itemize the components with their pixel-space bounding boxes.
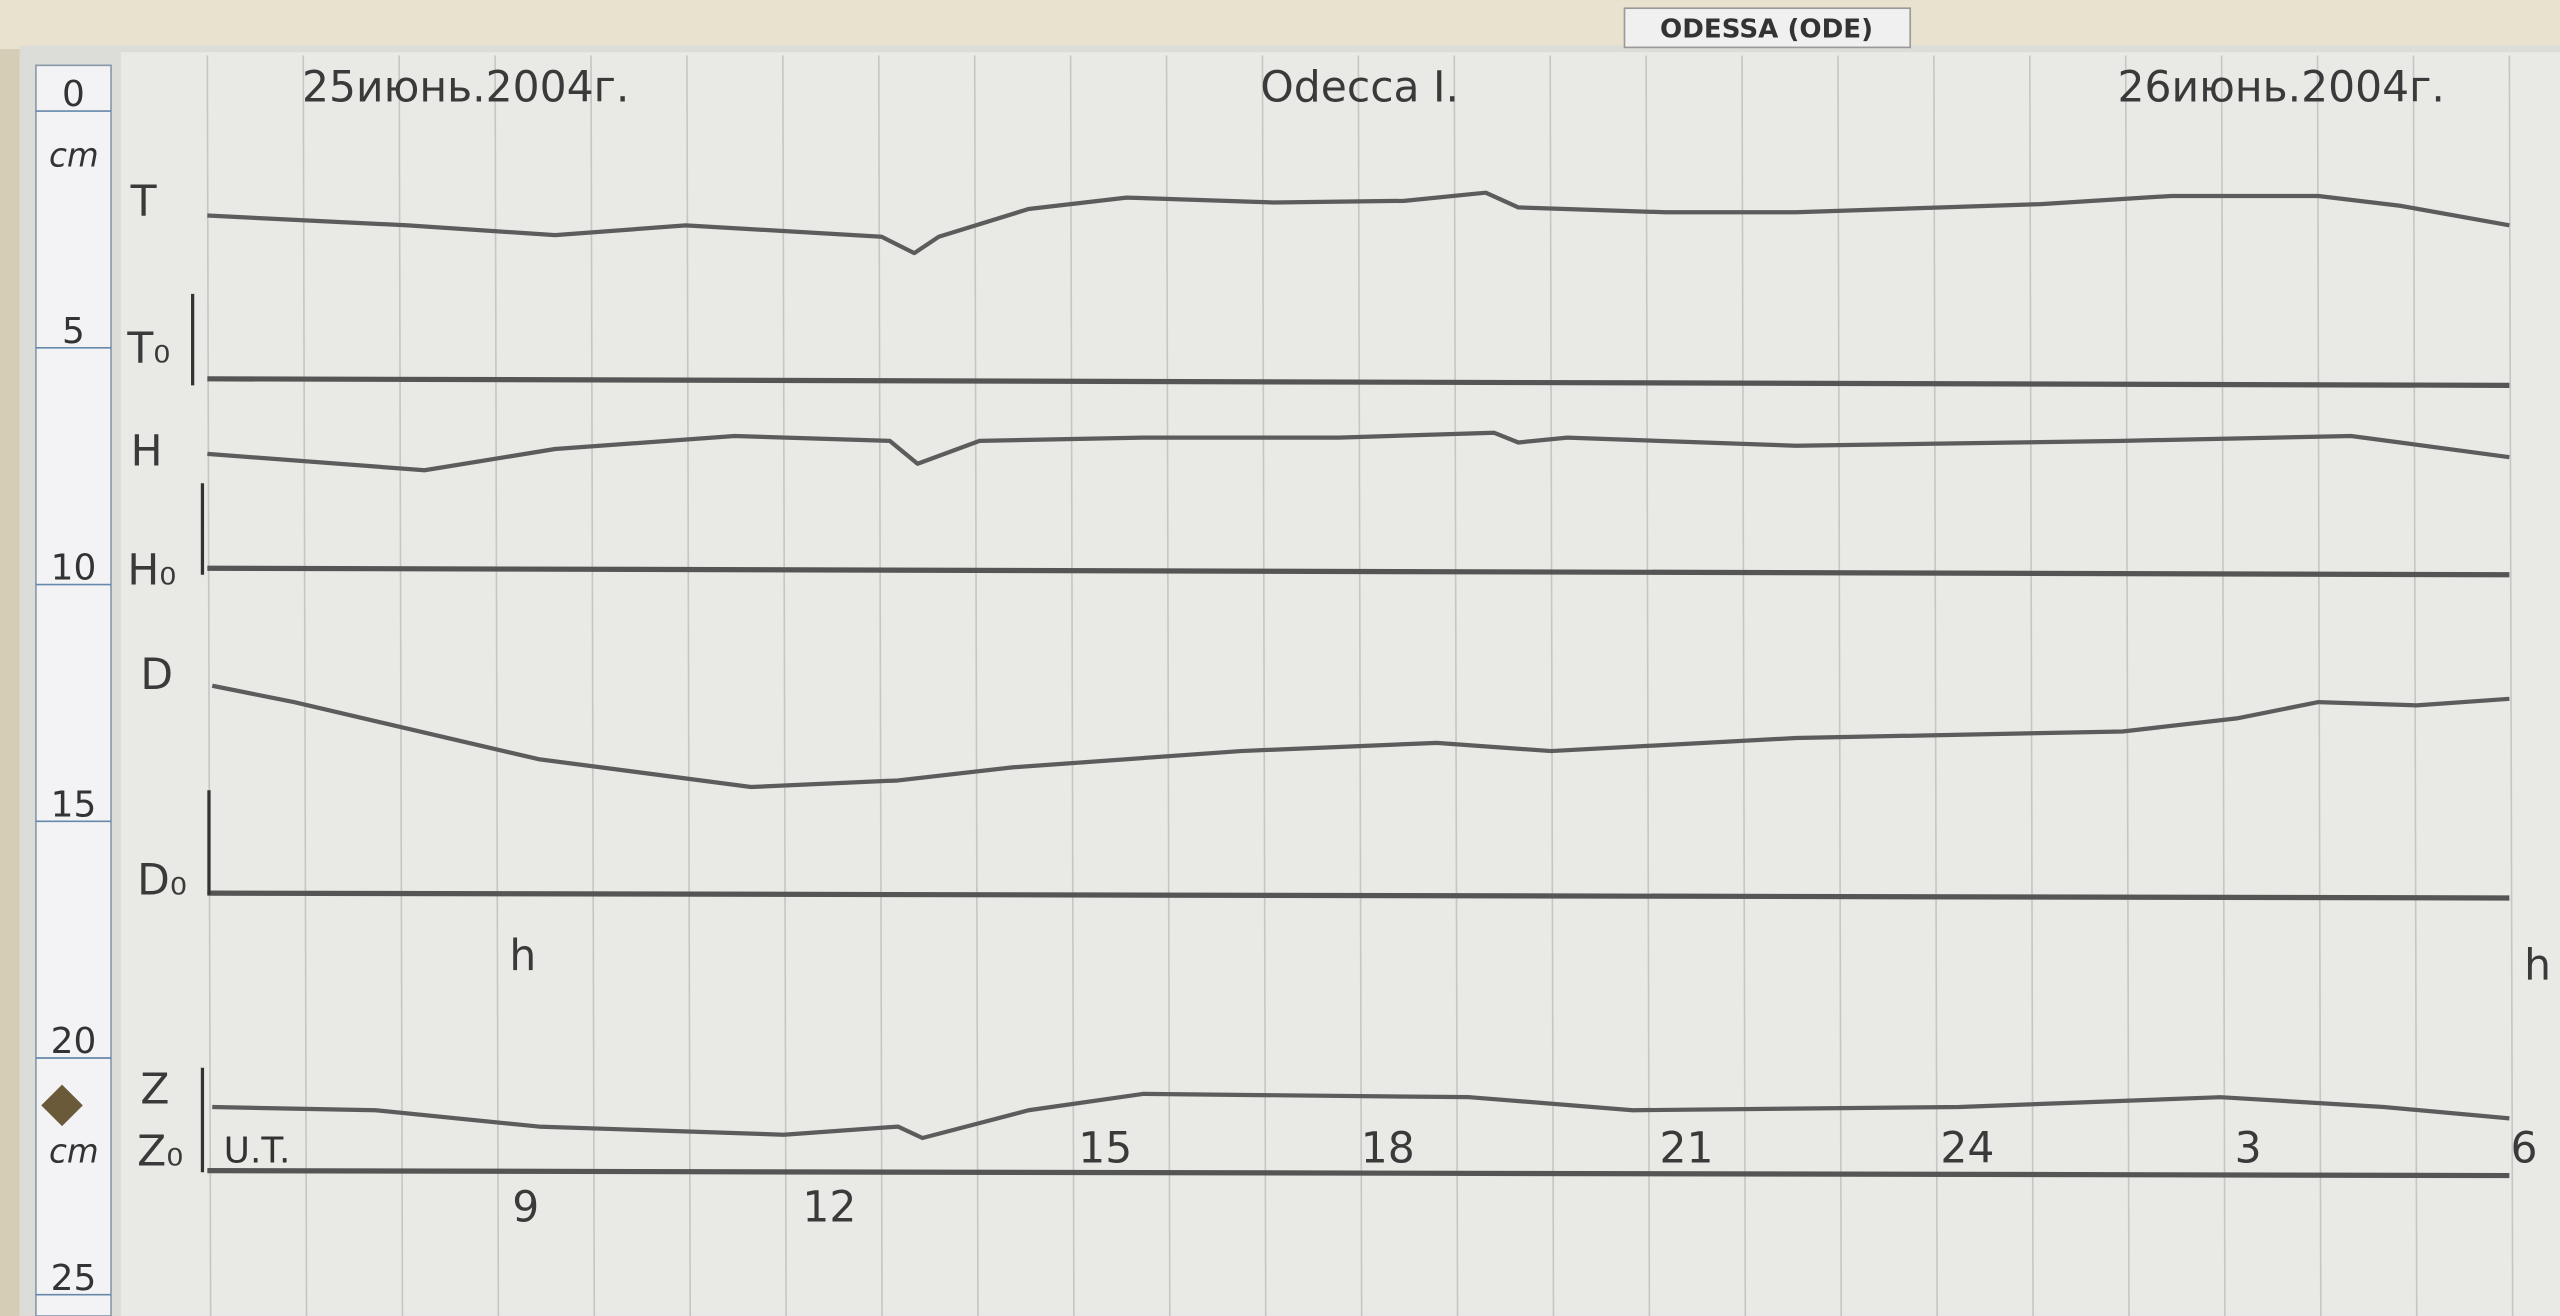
ruler-unit: cm	[49, 137, 99, 175]
hour-label: 18	[1361, 1124, 1415, 1173]
grid-line	[877, 55, 883, 1316]
grid-line	[398, 55, 404, 1316]
place: Odecca I.	[1260, 63, 1459, 112]
trace-z	[212, 1091, 2510, 1141]
baseline-d	[207, 890, 2510, 901]
grid-line	[1837, 55, 1843, 1316]
hour-labels: 9 12 15 18 21 24 3 6	[512, 1124, 2537, 1232]
ruler-label: 25	[51, 1258, 97, 1299]
ruler-label: 0	[62, 74, 85, 115]
base-label: Z₀	[137, 1128, 183, 1177]
hour-label: 3	[2235, 1124, 2262, 1173]
station-label: ODESSA (ODE)	[1660, 15, 1873, 45]
station-plate	[1623, 7, 1912, 49]
grid-line	[590, 55, 596, 1316]
grid-line	[1741, 55, 1747, 1316]
ruler-unit: cm	[49, 1132, 99, 1170]
hour-mark: h	[2524, 942, 2551, 991]
frame-top	[0, 0, 2560, 50]
trace-t	[207, 190, 2510, 256]
ruler-marks: 0 5 10 15 20 25	[35, 74, 112, 1299]
hour-label: 21	[1660, 1124, 1714, 1173]
trace-label: H	[131, 427, 163, 476]
grid-line	[686, 55, 692, 1316]
grid-line	[2124, 55, 2130, 1316]
base-label: D₀	[137, 857, 187, 906]
trace-h	[207, 430, 2510, 473]
grid-line	[2316, 55, 2322, 1316]
grid	[206, 55, 2514, 1316]
grid-line	[2508, 55, 2514, 1316]
ruler-label: 15	[51, 784, 97, 825]
trace-label: D	[140, 651, 173, 700]
time-axis-label: U.T.	[224, 1130, 291, 1171]
trace-d	[211, 683, 2510, 790]
grid-line	[2412, 55, 2418, 1316]
grid-line	[1453, 55, 1459, 1316]
hour-label: 12	[802, 1183, 856, 1232]
grid-line	[302, 55, 308, 1316]
baseline-z	[207, 1168, 2510, 1179]
hour-label: 9	[512, 1183, 539, 1232]
baseline-t	[207, 376, 2510, 388]
base-arrows	[191, 293, 211, 1173]
baseline-h	[207, 565, 2510, 578]
hour-label: 15	[1078, 1124, 1132, 1173]
ruler-label: 5	[62, 311, 85, 352]
trace-label: Z	[140, 1066, 169, 1115]
grid-line	[782, 55, 787, 1316]
ruler-label: 10	[51, 548, 97, 589]
hour-mark: h	[509, 932, 536, 981]
date-end: 26июнь.2004г.	[2118, 63, 2445, 112]
paper	[120, 52, 2560, 1316]
ruler-label: 20	[51, 1021, 97, 1062]
grid-line	[206, 55, 212, 1316]
trace-label: T	[130, 178, 158, 227]
grid-line	[2220, 55, 2226, 1316]
ruler	[35, 64, 112, 1316]
grid-line	[1165, 55, 1171, 1316]
grid-line	[1645, 55, 1651, 1316]
grid-line	[1261, 55, 1267, 1316]
ruler-pin	[41, 1084, 83, 1127]
hour-label: 6	[2511, 1124, 2538, 1173]
grid-line	[1357, 55, 1363, 1316]
date-start: 25июнь.2004г.	[302, 63, 629, 112]
base-label: T₀	[126, 324, 170, 373]
grid-line	[494, 55, 500, 1316]
grid-line	[973, 55, 979, 1316]
hour-label: 24	[1940, 1124, 1994, 1173]
base-label: H₀	[127, 547, 176, 596]
